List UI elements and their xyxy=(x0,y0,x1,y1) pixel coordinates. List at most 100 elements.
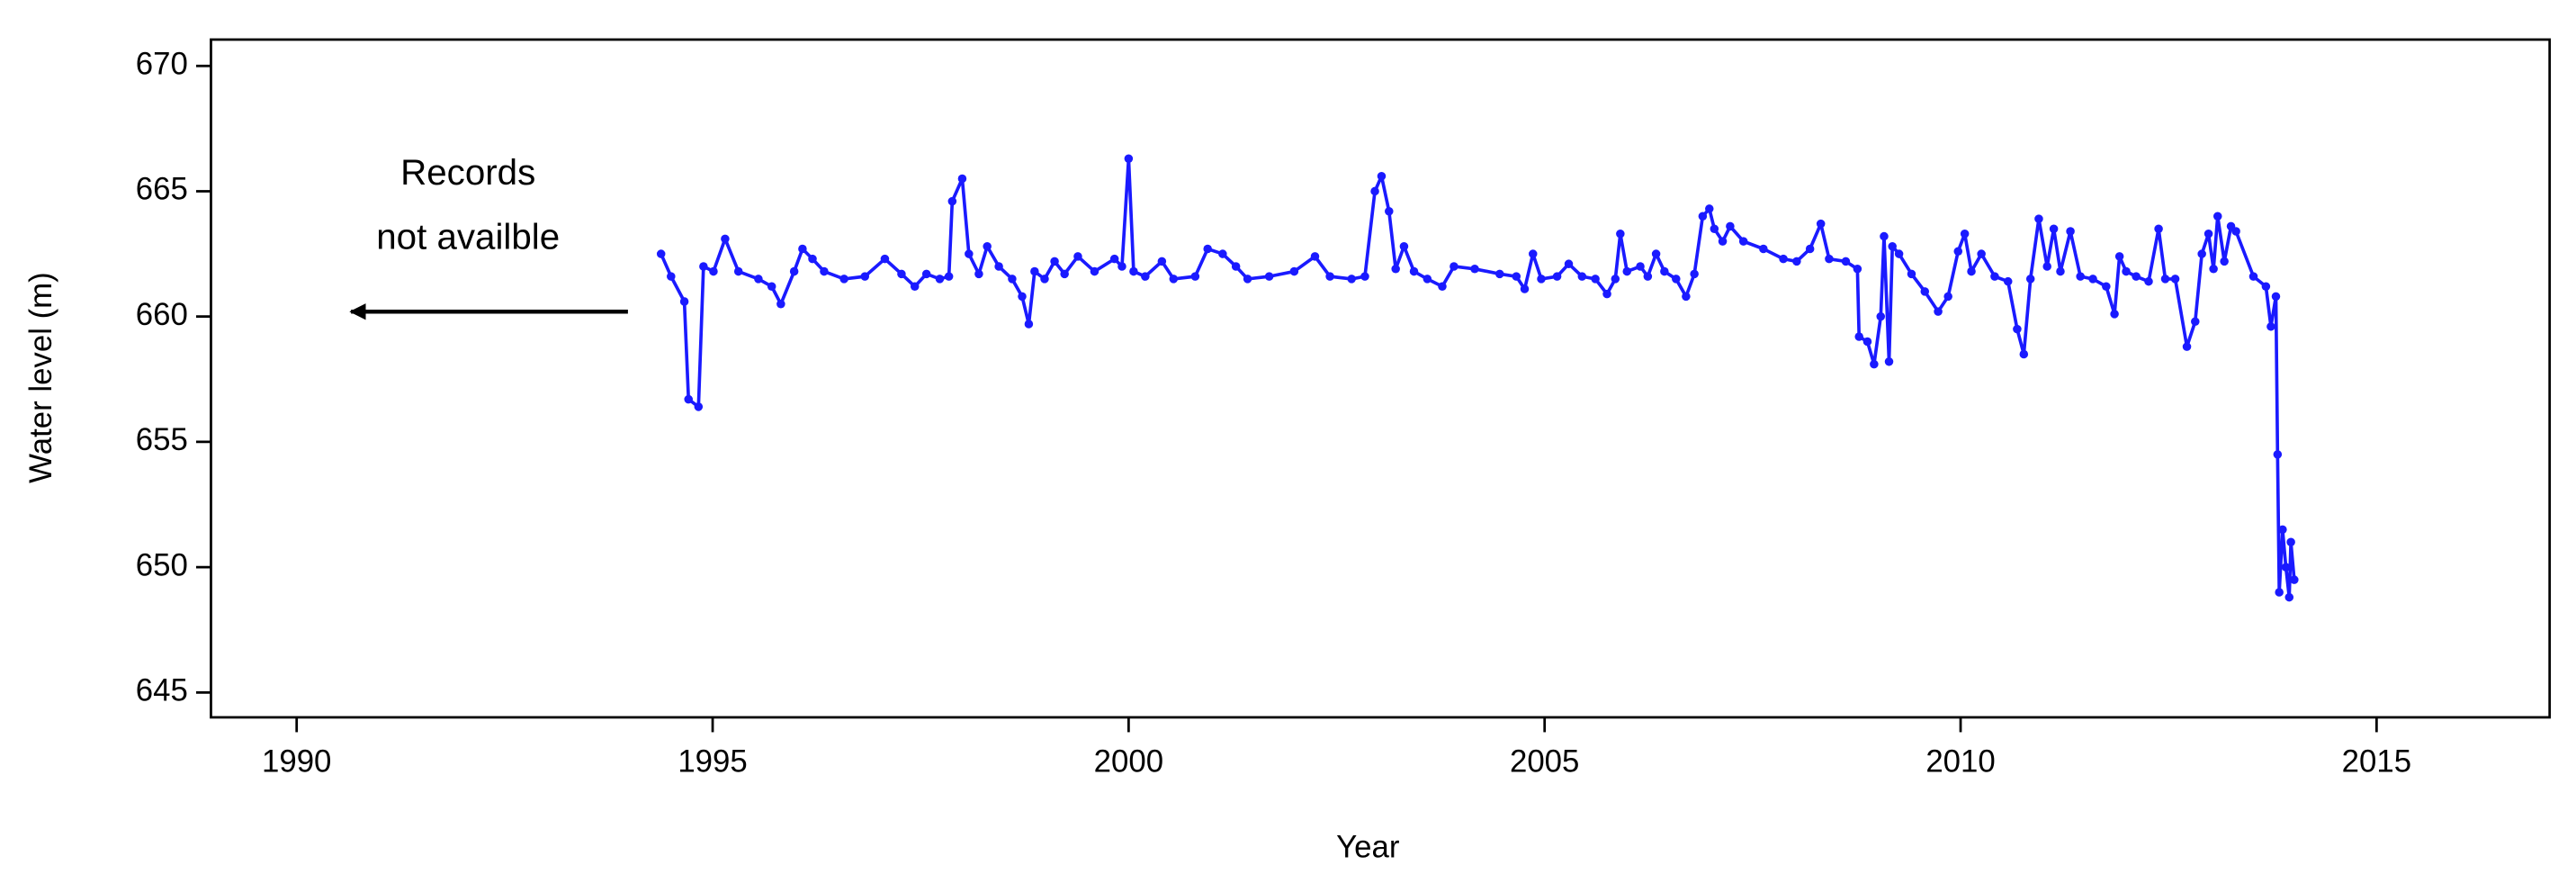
data-point xyxy=(921,269,931,279)
data-point xyxy=(1243,275,1252,284)
data-point xyxy=(1117,262,1126,271)
y-tick-label: 650 xyxy=(136,547,188,582)
data-point xyxy=(1990,272,1999,281)
data-point xyxy=(2191,317,2200,327)
data-point xyxy=(1360,272,1369,281)
data-point xyxy=(1967,266,1976,276)
data-point xyxy=(2154,224,2163,233)
data-point xyxy=(1040,275,1049,284)
data-point xyxy=(1370,186,1379,196)
annotation-line: not availble xyxy=(376,216,560,257)
data-point xyxy=(679,297,689,306)
data-point xyxy=(656,249,666,258)
data-point xyxy=(910,282,920,292)
data-point xyxy=(974,269,983,279)
data-point xyxy=(2209,265,2218,274)
data-point xyxy=(944,272,954,281)
data-point xyxy=(1141,272,1150,281)
data-point xyxy=(1698,212,1708,221)
data-point xyxy=(2182,342,2192,351)
data-point xyxy=(1377,171,1387,181)
data-point xyxy=(1024,320,1034,329)
data-point xyxy=(880,254,890,264)
data-point xyxy=(1672,275,1681,284)
data-point xyxy=(983,241,992,251)
data-point xyxy=(667,272,676,281)
data-point xyxy=(957,174,967,184)
data-point xyxy=(1602,289,1611,299)
data-point xyxy=(1853,265,1862,274)
y-tick-label: 670 xyxy=(136,46,188,81)
data-point xyxy=(767,282,776,292)
data-point xyxy=(1520,284,1530,293)
data-point xyxy=(860,272,870,281)
data-point xyxy=(1399,241,1409,251)
data-point xyxy=(2019,349,2029,359)
y-tick-label: 665 xyxy=(136,172,188,207)
data-point xyxy=(1423,275,1432,284)
data-point xyxy=(699,262,708,271)
data-point xyxy=(721,234,730,244)
data-point xyxy=(2160,275,2170,284)
x-tick-label: 2015 xyxy=(2342,743,2411,779)
data-point xyxy=(789,266,799,276)
data-point xyxy=(1880,231,1889,241)
data-point xyxy=(1124,154,1134,164)
data-point xyxy=(1660,266,1669,276)
data-point xyxy=(1616,230,1625,239)
data-point xyxy=(897,269,906,279)
data-point xyxy=(1816,219,1826,229)
data-point xyxy=(2042,262,2051,271)
data-point xyxy=(1718,237,1728,246)
data-point xyxy=(1512,272,1521,281)
data-point xyxy=(2110,310,2119,319)
data-point xyxy=(2122,266,2131,276)
data-point xyxy=(2275,588,2284,597)
data-point xyxy=(1805,244,1815,254)
data-point xyxy=(820,266,829,276)
data-point xyxy=(2212,212,2222,221)
data-point xyxy=(733,266,743,276)
data-point xyxy=(1977,249,1986,258)
series-line xyxy=(660,157,2296,599)
data-point xyxy=(1884,357,1894,366)
data-point xyxy=(1008,275,1017,284)
data-point xyxy=(2056,266,2065,276)
data-point xyxy=(2248,272,2258,281)
data-point xyxy=(2204,230,2213,239)
data-point xyxy=(1934,307,1943,316)
data-point xyxy=(1018,292,1027,302)
data-point xyxy=(2266,322,2275,331)
data-point xyxy=(1050,257,1059,266)
data-point xyxy=(2049,224,2059,233)
data-point xyxy=(1705,204,1714,213)
data-point xyxy=(1347,275,1356,284)
data-point xyxy=(1591,275,1600,284)
data-point xyxy=(1622,266,1632,276)
data-point xyxy=(1218,249,1227,258)
data-point xyxy=(935,275,945,284)
data-point xyxy=(1109,254,1119,264)
x-tick-label: 1990 xyxy=(262,743,331,779)
data-point xyxy=(1552,272,1562,281)
data-point xyxy=(1030,266,1039,276)
data-point xyxy=(2220,257,2229,266)
data-point xyxy=(1825,254,1834,264)
data-point xyxy=(2271,292,2281,302)
data-point xyxy=(1876,311,1886,321)
data-point xyxy=(1792,257,1801,266)
data-point xyxy=(2273,450,2283,459)
y-tick-label: 660 xyxy=(136,297,188,332)
data-point xyxy=(1060,269,1069,279)
data-point xyxy=(1438,282,1447,292)
data-point xyxy=(2290,575,2299,584)
data-point xyxy=(1894,249,1904,258)
y-tick-label: 645 xyxy=(136,673,188,708)
data-point xyxy=(1090,266,1100,276)
data-point xyxy=(1779,254,1788,264)
data-point xyxy=(1854,332,1863,341)
x-tick-label: 2005 xyxy=(1510,743,1579,779)
data-point xyxy=(1169,275,1179,284)
data-point xyxy=(1157,257,1167,266)
